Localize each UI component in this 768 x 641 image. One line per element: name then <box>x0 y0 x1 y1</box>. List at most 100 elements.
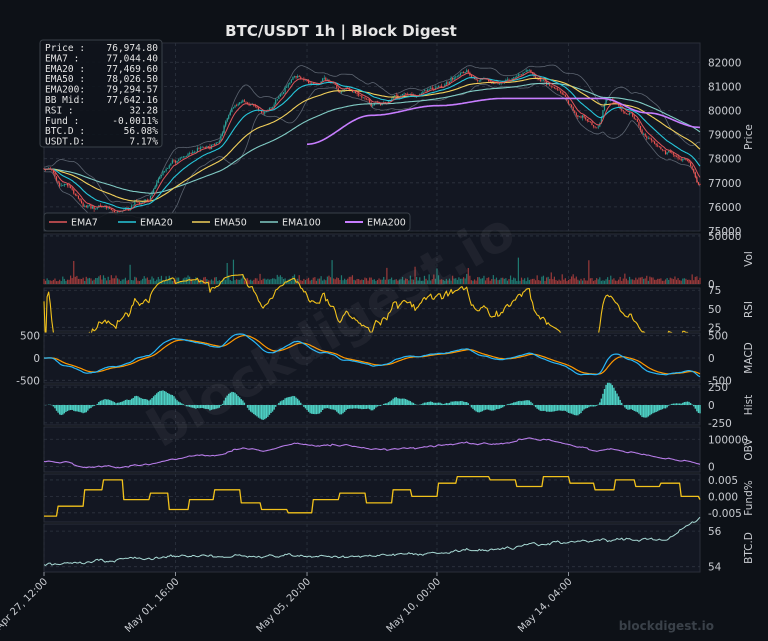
candle-body <box>405 93 407 95</box>
hist-bar <box>278 402 280 405</box>
hist-bar <box>99 400 102 405</box>
volume-bar <box>691 274 693 284</box>
hist-bar <box>365 405 368 409</box>
y-tick-label: 0.005 <box>708 475 738 487</box>
ema100-line <box>44 82 701 194</box>
hist-bar <box>372 405 374 411</box>
volume-bar <box>571 276 573 284</box>
volume-bar <box>591 278 593 284</box>
candle-body <box>647 137 649 139</box>
volume-bar <box>176 277 178 284</box>
hist-bar <box>281 400 283 405</box>
volume-bar <box>389 279 391 284</box>
hist-bar <box>285 397 288 405</box>
candle-body <box>560 90 562 93</box>
candle-body <box>336 84 338 89</box>
candle-body <box>76 195 78 196</box>
hist-bar <box>574 405 576 416</box>
volume-bar <box>433 274 435 284</box>
candle-body <box>661 149 664 151</box>
volume-bar <box>104 277 106 284</box>
candle-body <box>217 142 219 144</box>
hist-bar <box>165 391 167 405</box>
panel-price-ylabel: Price <box>743 124 755 150</box>
volume-bar <box>51 280 53 284</box>
candle-body <box>571 104 573 107</box>
volume-bar <box>116 278 119 284</box>
volume-bar <box>495 277 498 284</box>
volume-bar <box>596 278 598 284</box>
candle-body <box>356 93 358 95</box>
candle-body <box>680 159 682 161</box>
volume-bar <box>469 275 471 284</box>
candle-body <box>179 157 181 160</box>
candle-body <box>558 89 560 91</box>
hist-bar <box>246 405 249 408</box>
candle-body <box>159 176 161 180</box>
candle-body <box>289 82 291 85</box>
hist-bar <box>464 402 466 405</box>
hist-bar <box>55 405 58 411</box>
volume-bar <box>218 280 220 284</box>
hist-bar <box>502 405 504 408</box>
candle-body <box>369 99 371 103</box>
candle-body <box>146 199 148 201</box>
candle-body <box>693 168 695 173</box>
candle-body <box>199 147 202 150</box>
volume-bar <box>162 280 164 284</box>
volume-bar <box>326 276 328 284</box>
volume-bar <box>480 278 482 284</box>
hist-bar <box>585 405 587 409</box>
candle-body <box>286 86 288 88</box>
hist-bar <box>512 402 515 405</box>
hist-bar <box>123 400 125 405</box>
volume-bar <box>556 280 559 284</box>
hist-bar <box>260 405 263 420</box>
volume-bar <box>82 277 84 284</box>
candle-body <box>572 106 574 111</box>
y-tick-label: 78000 <box>708 154 741 166</box>
volume-bar <box>406 279 408 284</box>
candle-body <box>668 151 670 153</box>
hist-bar <box>639 405 642 416</box>
candle-body <box>284 87 286 93</box>
candle-body <box>561 92 563 95</box>
y-tick-label: 82000 <box>708 57 741 69</box>
volume-bar <box>372 279 374 284</box>
volume-bar <box>275 279 277 284</box>
volume-bar <box>520 277 523 284</box>
volume-bar <box>464 278 466 284</box>
candle-body <box>323 77 325 79</box>
hist-bar <box>453 401 455 405</box>
candle-body <box>176 160 178 163</box>
volume-bar <box>221 280 224 284</box>
hist-bar <box>466 402 468 405</box>
candle-body <box>630 112 632 114</box>
volume-bar <box>655 279 657 284</box>
y-tick-label: 25 <box>708 322 721 334</box>
candle-body <box>452 77 454 80</box>
hist-bar <box>563 405 565 411</box>
volume-bar <box>549 278 551 284</box>
hist-bar <box>428 401 430 405</box>
y-tick-label: 75 <box>708 285 721 297</box>
volume-bar <box>569 279 571 284</box>
y-tick-label: 500 <box>708 331 728 343</box>
hist-bar <box>235 394 238 405</box>
hist-bar <box>559 405 562 411</box>
hist-bar <box>206 405 208 409</box>
volume-bar <box>525 281 527 284</box>
hist-bar <box>220 405 222 406</box>
hist-bar <box>328 405 330 409</box>
candle-body <box>669 151 671 153</box>
hist-bar <box>633 405 635 411</box>
volume-bar <box>459 278 462 284</box>
info-value: 7.17% <box>129 137 158 148</box>
candle-body <box>395 95 397 96</box>
panel-macd: -500 -500 0 0 500 500 MACD <box>16 331 755 388</box>
volume-bar <box>444 280 446 284</box>
hist-bar <box>686 401 689 405</box>
candle-body <box>552 86 554 88</box>
candle-body <box>655 143 657 146</box>
